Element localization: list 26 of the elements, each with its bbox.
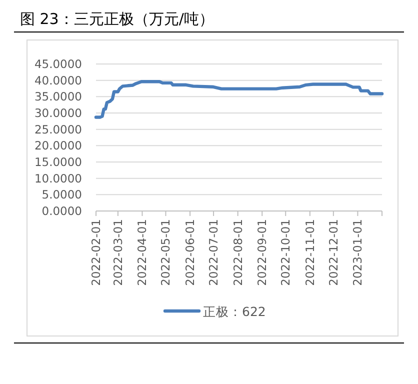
x-tick-label: 2022-03-01 xyxy=(110,219,125,286)
y-tick-label: 40.0000 xyxy=(34,73,82,88)
y-tick-label: 35.0000 xyxy=(34,90,82,104)
y-tick-label: 20.0000 xyxy=(34,138,82,153)
y-tick-label: 30.0000 xyxy=(34,106,82,120)
chart-title: 图 23：三元正极（万元/吨） xyxy=(20,10,214,28)
x-tick-label: 2022-09-01 xyxy=(255,219,270,286)
y-tick-label: 5.0000 xyxy=(42,188,82,202)
y-tick-label: 0.0000 xyxy=(42,204,82,218)
legend-item: 正极：622 xyxy=(163,304,266,319)
y-tick-label: 10.0000 xyxy=(34,171,82,186)
x-tick-label: 2022-05-01 xyxy=(158,219,173,286)
legend-label: 正极：622 xyxy=(203,304,266,319)
x-tick-label: 2022-06-01 xyxy=(183,219,198,286)
y-tick-label: 25.0000 xyxy=(34,122,82,136)
x-tick-label: 2022-10-01 xyxy=(278,219,293,286)
line-series xyxy=(94,80,384,119)
x-tick-label: 2022-11-01 xyxy=(302,219,317,286)
x-tick-label: 2023-01-01 xyxy=(350,219,365,286)
x-tick-label: 2022-08-01 xyxy=(230,219,245,286)
x-tick-label: 2022-02-01 xyxy=(89,219,103,286)
y-tick-label: 15.0000 xyxy=(34,155,82,169)
x-tick-label: 2022-07-01 xyxy=(206,219,221,286)
x-tick-label: 2022-12-01 xyxy=(326,219,340,286)
y-tick-label: 45.0000 xyxy=(34,57,82,71)
x-tick-label: 2022-04-01 xyxy=(135,219,150,286)
